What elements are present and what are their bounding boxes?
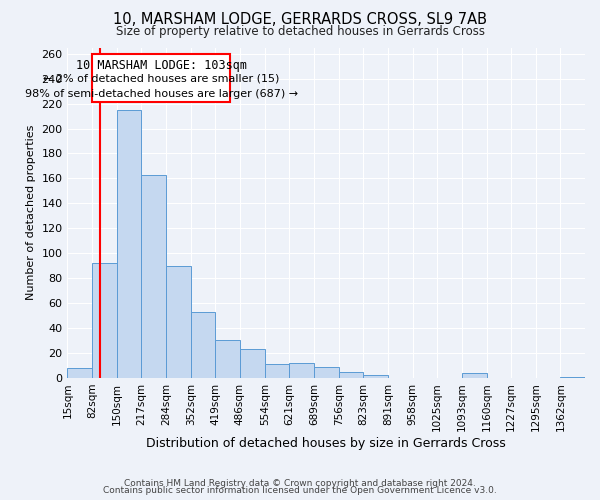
Bar xyxy=(142,174,166,378)
Bar xyxy=(215,340,240,378)
Bar xyxy=(289,363,314,378)
Bar xyxy=(67,368,92,378)
Bar xyxy=(265,364,289,378)
Bar xyxy=(92,54,230,102)
Bar xyxy=(363,376,388,378)
Bar xyxy=(191,312,215,378)
Bar xyxy=(117,110,142,378)
X-axis label: Distribution of detached houses by size in Gerrards Cross: Distribution of detached houses by size … xyxy=(146,437,506,450)
Text: 10 MARSHAM LODGE: 103sqm: 10 MARSHAM LODGE: 103sqm xyxy=(76,58,247,71)
Text: Size of property relative to detached houses in Gerrards Cross: Size of property relative to detached ho… xyxy=(115,25,485,38)
Text: ← 2% of detached houses are smaller (15): ← 2% of detached houses are smaller (15) xyxy=(43,74,279,84)
Bar xyxy=(314,366,338,378)
Bar xyxy=(338,372,363,378)
Bar xyxy=(240,349,265,378)
Bar xyxy=(92,263,117,378)
Y-axis label: Number of detached properties: Number of detached properties xyxy=(26,125,36,300)
Bar xyxy=(560,376,585,378)
Bar xyxy=(166,266,191,378)
Text: Contains HM Land Registry data © Crown copyright and database right 2024.: Contains HM Land Registry data © Crown c… xyxy=(124,478,476,488)
Text: 10, MARSHAM LODGE, GERRARDS CROSS, SL9 7AB: 10, MARSHAM LODGE, GERRARDS CROSS, SL9 7… xyxy=(113,12,487,28)
Bar xyxy=(462,373,487,378)
Text: 98% of semi-detached houses are larger (687) →: 98% of semi-detached houses are larger (… xyxy=(25,88,298,99)
Text: Contains public sector information licensed under the Open Government Licence v3: Contains public sector information licen… xyxy=(103,486,497,495)
